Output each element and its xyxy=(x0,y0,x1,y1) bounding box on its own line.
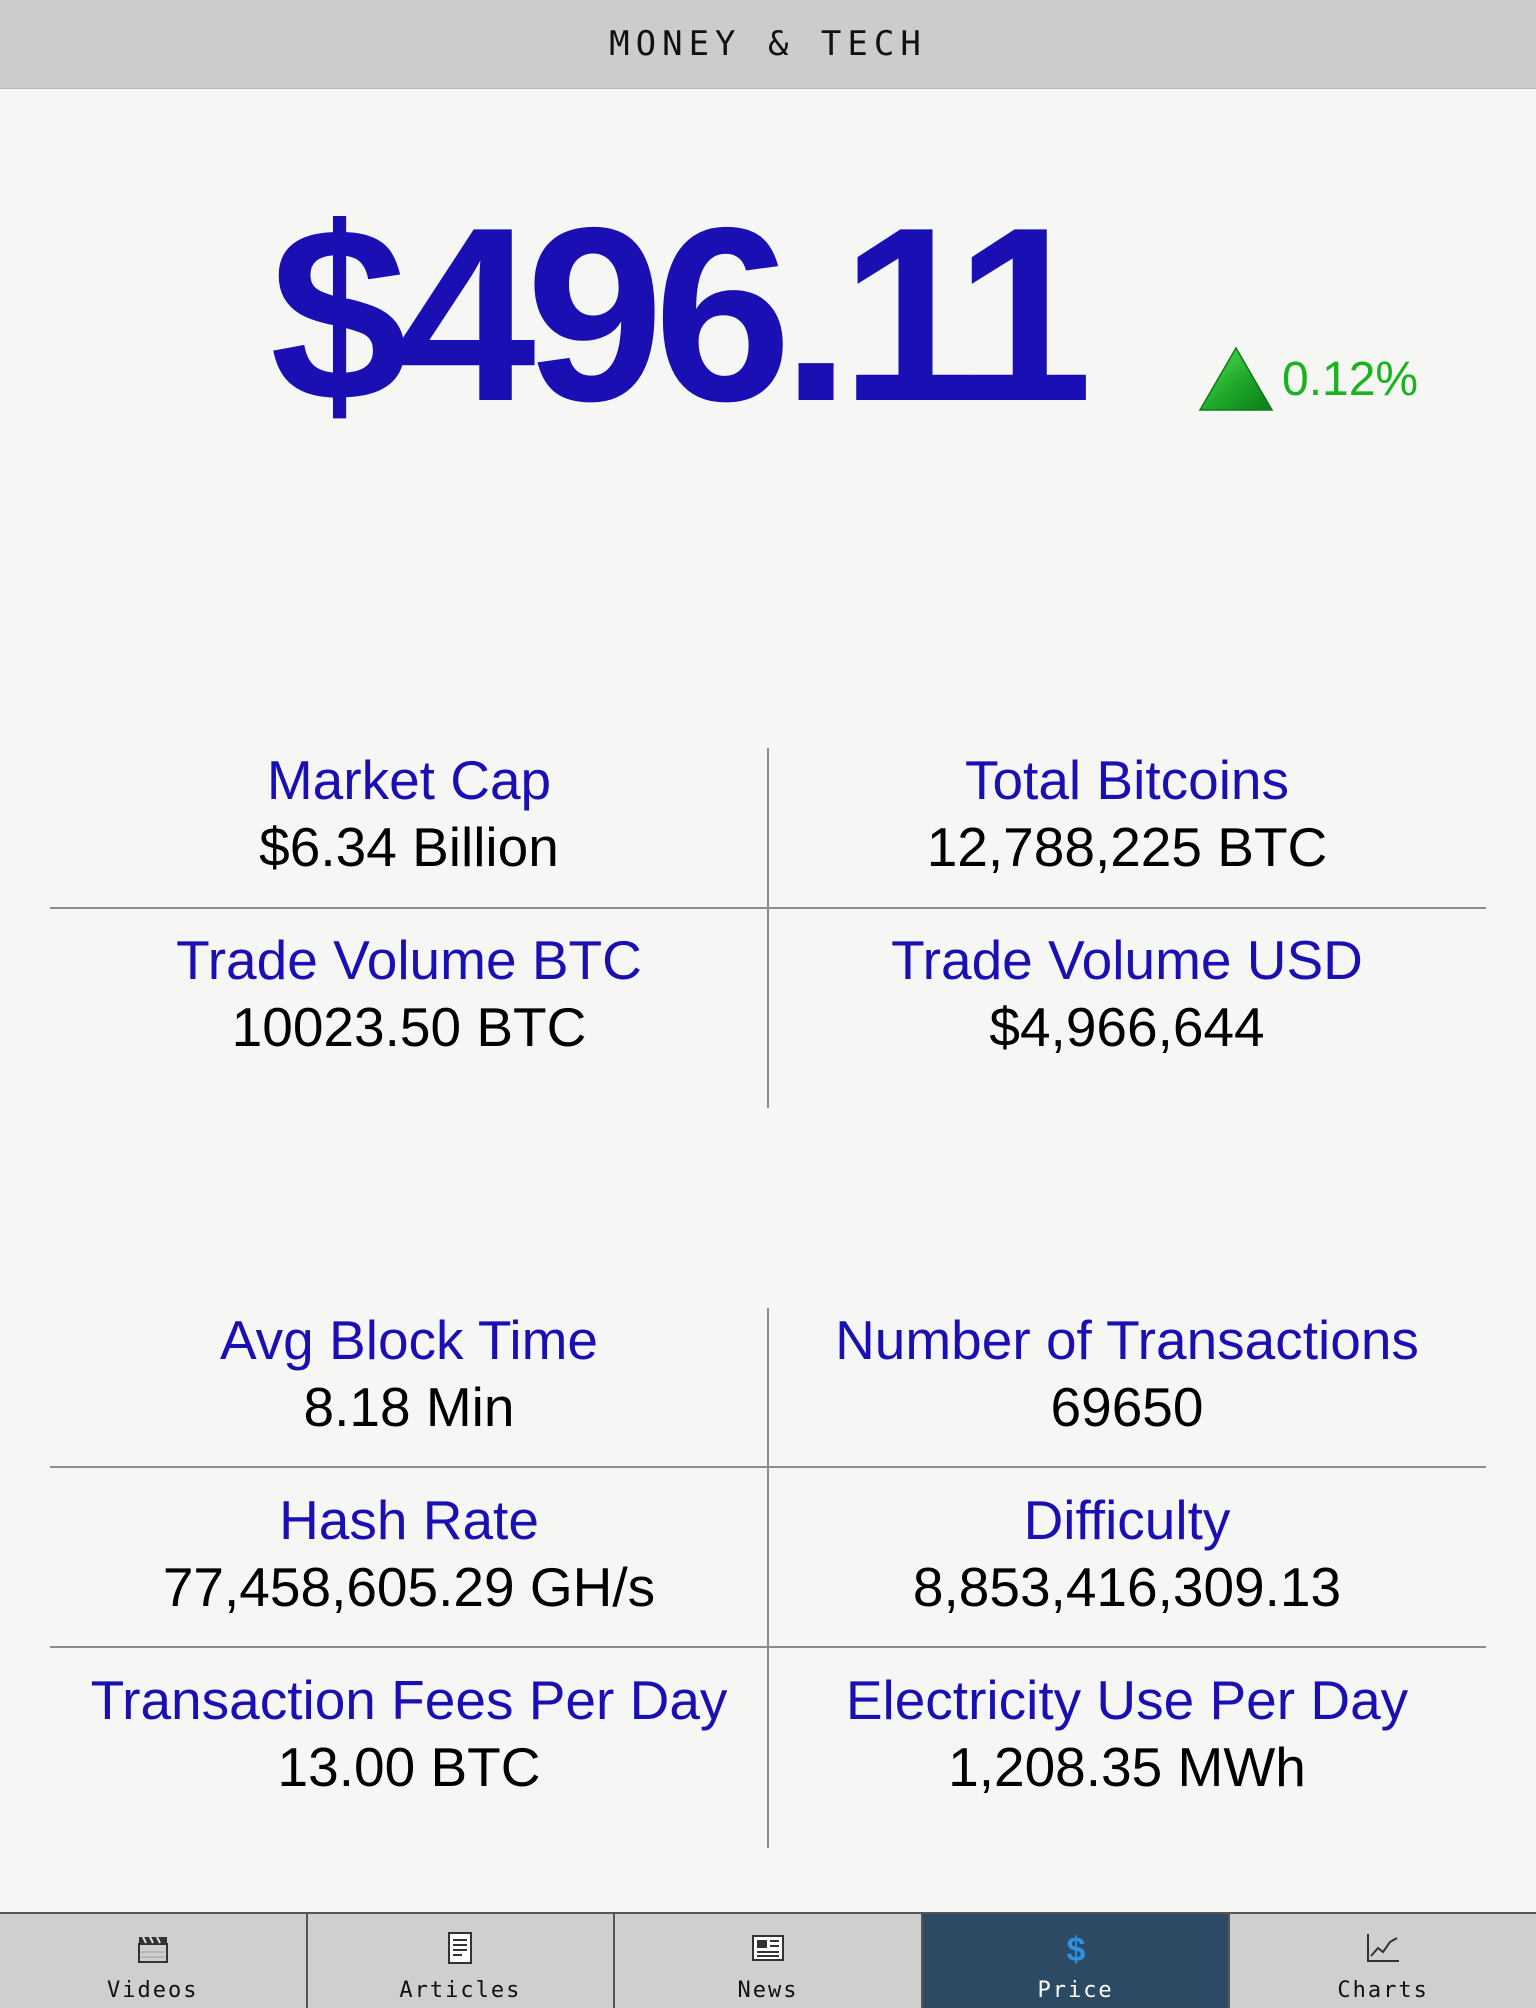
stat-value: 77,458,605.29 GH/s xyxy=(162,1556,656,1618)
grid-divider-horizontal xyxy=(50,1466,1486,1468)
stat-value: 8.18 Min xyxy=(303,1376,515,1438)
tab-bar: Videos Articles News $ Price xyxy=(0,1912,1536,2008)
grid-divider-horizontal xyxy=(50,1646,1486,1648)
bitcoin-price: $496.11 xyxy=(270,175,1093,453)
stat-hash-rate: Hash Rate 77,458,605.29 GH/s xyxy=(50,1488,768,1622)
tab-label: Price xyxy=(1037,1978,1114,2003)
svg-text:$: $ xyxy=(1066,1931,1085,1968)
price-change: 0.12% xyxy=(1198,346,1418,412)
stat-total-bitcoins: Total Bitcoins 12,788,225 BTC xyxy=(768,748,1486,882)
grid-divider-horizontal xyxy=(50,907,1486,909)
stat-electricity-use: Electricity Use Per Day 1,208.35 MWh xyxy=(768,1668,1486,1802)
stat-label: Market Cap xyxy=(266,749,552,811)
newspaper-icon xyxy=(751,1935,784,1961)
stat-number-of-transactions: Number of Transactions 69650 xyxy=(768,1308,1486,1442)
stat-market-cap: Market Cap $6.34 Billion xyxy=(50,748,768,882)
stat-value: $4,966,644 xyxy=(989,996,1265,1058)
app-title: MONEY & TECH xyxy=(609,24,927,64)
grid-divider-vertical xyxy=(767,748,769,1108)
header-bar: MONEY & TECH xyxy=(0,0,1536,89)
tab-price[interactable]: $ Price xyxy=(922,1914,1231,2008)
clapperboard-icon xyxy=(137,1936,168,1963)
stat-trade-volume-btc: Trade Volume BTC 10023.50 BTC xyxy=(50,928,768,1062)
stat-value: 69650 xyxy=(1050,1376,1204,1438)
dollar-icon: $ xyxy=(1066,1931,1085,1968)
stat-difficulty: Difficulty 8,853,416,309.13 xyxy=(768,1488,1486,1622)
stat-label: Transaction Fees Per Day xyxy=(90,1669,728,1731)
stat-label: Difficulty xyxy=(1023,1489,1231,1551)
tab-articles[interactable]: Articles xyxy=(308,1914,616,2008)
tab-charts[interactable]: Charts xyxy=(1230,1914,1536,2008)
price-change-percent: 0.12% xyxy=(1282,352,1419,406)
stat-value: 12,788,225 BTC xyxy=(926,816,1328,878)
stat-value: $6.34 Billion xyxy=(259,816,559,878)
stat-value: 10023.50 BTC xyxy=(231,996,587,1058)
grid-divider-vertical xyxy=(767,1308,769,1848)
tab-label: Videos xyxy=(107,1978,199,2003)
network-stats-grid: Avg Block Time 8.18 Min Number of Transa… xyxy=(50,1308,1486,1848)
stat-value: 1,208.35 MWh xyxy=(948,1736,1306,1798)
stat-label: Total Bitcoins xyxy=(964,749,1290,811)
up-arrow-icon xyxy=(1198,346,1274,411)
tab-label: News xyxy=(737,1978,799,2003)
document-icon xyxy=(448,1932,473,1964)
tab-videos[interactable]: Videos xyxy=(0,1914,308,2008)
stat-label: Trade Volume BTC xyxy=(176,929,642,991)
stat-transaction-fees: Transaction Fees Per Day 13.00 BTC xyxy=(50,1668,768,1802)
stat-label: Avg Block Time xyxy=(219,1309,599,1371)
market-stats-grid: Market Cap $6.34 Billion Total Bitcoins … xyxy=(50,748,1486,1108)
stat-label: Electricity Use Per Day xyxy=(845,1669,1409,1731)
stat-trade-volume-usd: Trade Volume USD $4,966,644 xyxy=(768,928,1486,1062)
stat-value: 13.00 BTC xyxy=(277,1736,541,1798)
tab-label: Articles xyxy=(399,1978,522,2003)
stat-value: 8,853,416,309.13 xyxy=(912,1556,1342,1618)
stat-label: Number of Transactions xyxy=(835,1309,1419,1371)
stat-avg-block-time: Avg Block Time 8.18 Min xyxy=(50,1308,768,1442)
line-chart-icon xyxy=(1367,1934,1400,1962)
stat-label: Hash Rate xyxy=(279,1489,539,1551)
tab-news[interactable]: News xyxy=(615,1914,923,2008)
tab-label: Charts xyxy=(1337,1978,1429,2003)
stat-label: Trade Volume USD xyxy=(891,929,1363,991)
